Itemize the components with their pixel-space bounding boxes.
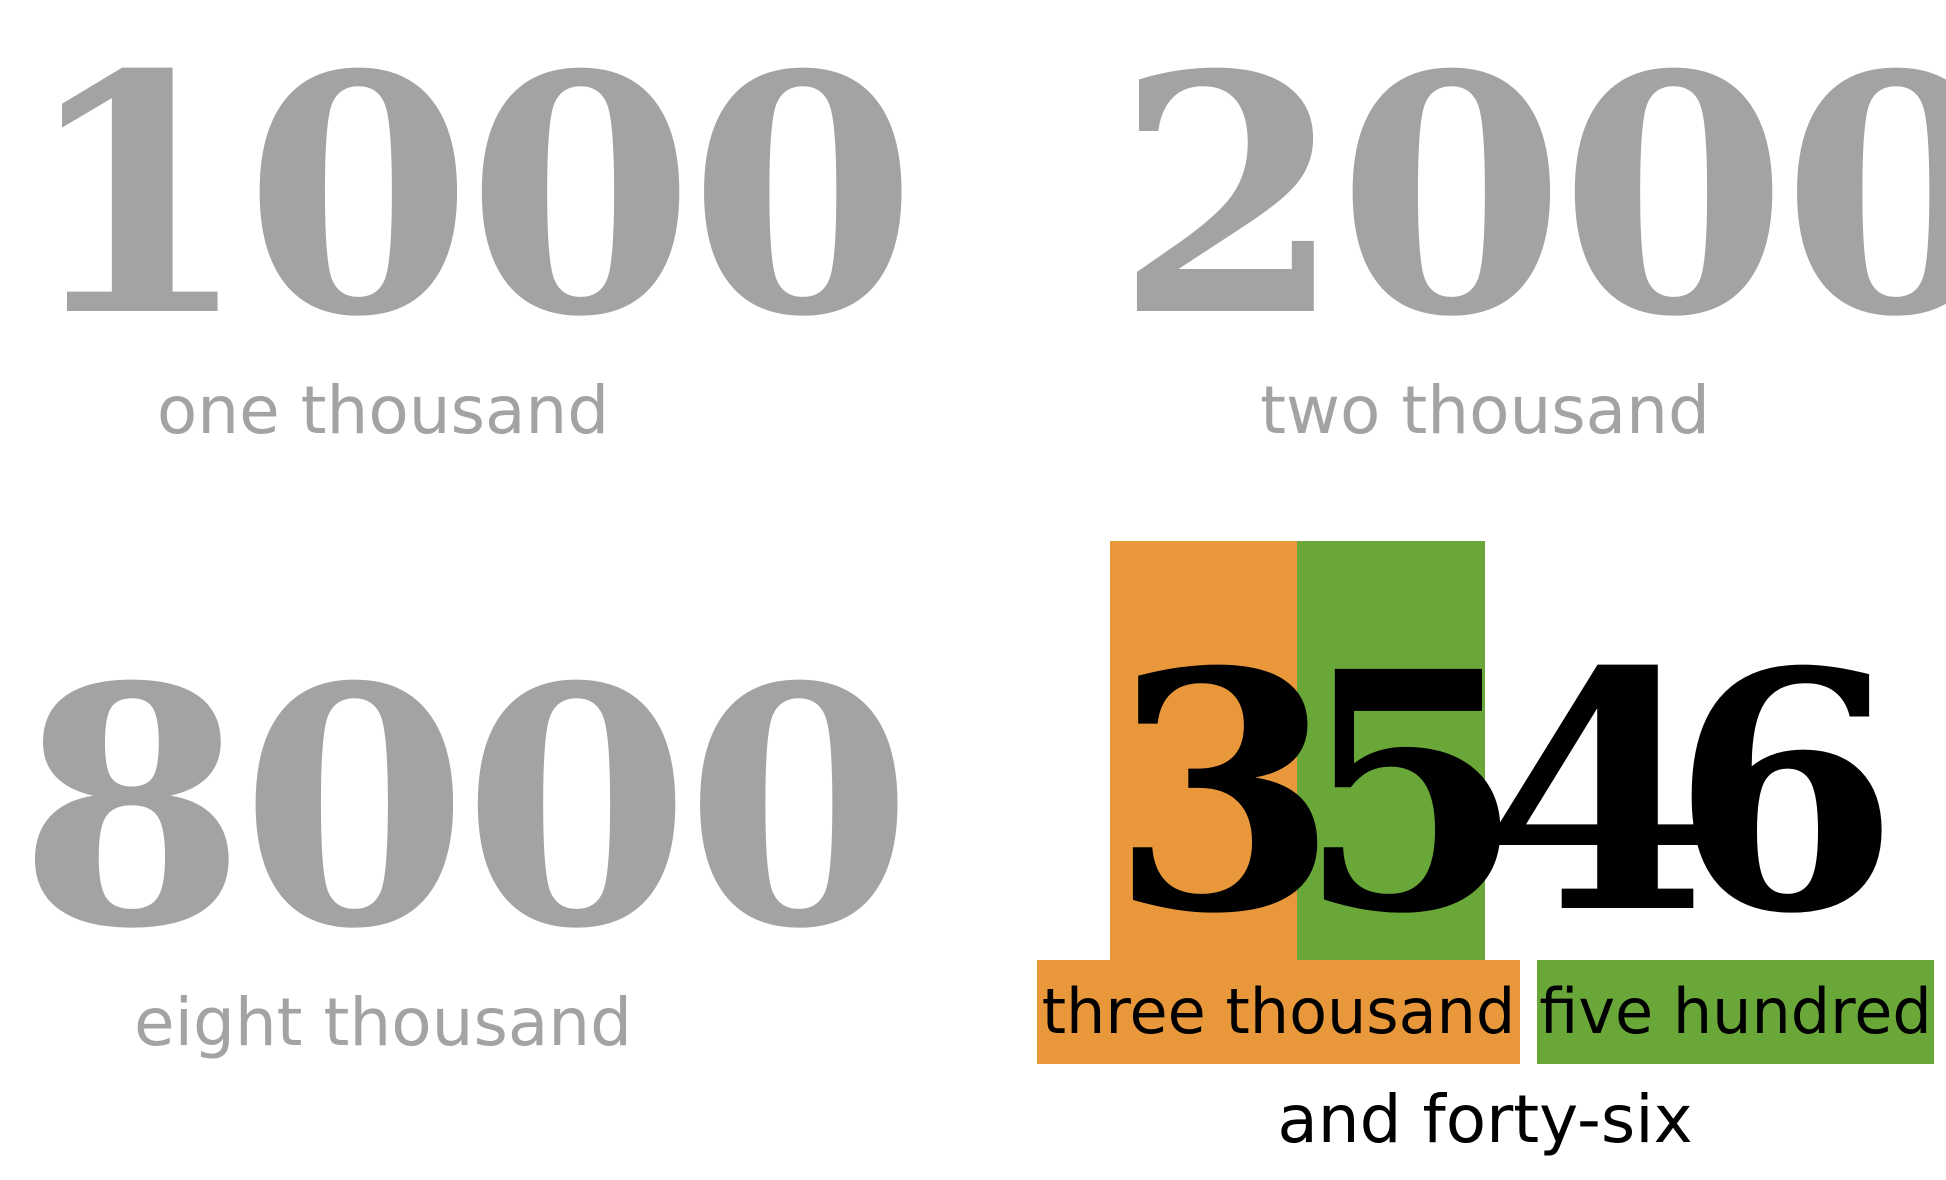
hundreds-words-label: five hundred bbox=[1537, 960, 1934, 1064]
numeral-eight-thousand: 8000 bbox=[18, 616, 913, 1001]
caption-two-thousand: two thousand bbox=[1260, 372, 1710, 449]
digit-hundreds: 5 bbox=[1297, 601, 1526, 986]
remainder-words-label: and forty-six bbox=[1277, 1081, 1693, 1158]
thousands-words-label: three thousand bbox=[1037, 960, 1520, 1064]
caption-one-thousand: one thousand bbox=[156, 372, 610, 449]
numeral-one-thousand: 1000 bbox=[22, 4, 917, 389]
digit-thousands: 3 bbox=[1110, 601, 1339, 986]
caption-eight-thousand: eight thousand bbox=[134, 984, 632, 1061]
numeral-two-thousand: 2000 bbox=[1115, 4, 1946, 389]
thousands-digit-highlight bbox=[1110, 541, 1298, 961]
digit-tens: 4 bbox=[1484, 601, 1713, 986]
hundreds-digit-highlight bbox=[1297, 541, 1485, 961]
digit-ones: 6 bbox=[1671, 601, 1900, 986]
